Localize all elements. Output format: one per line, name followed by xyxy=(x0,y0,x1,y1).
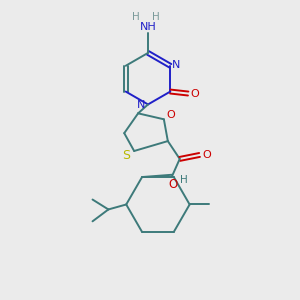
Text: O: O xyxy=(167,110,175,120)
Text: O: O xyxy=(202,150,211,160)
Text: H: H xyxy=(180,175,188,185)
Text: O: O xyxy=(168,178,177,191)
Text: N: N xyxy=(172,60,181,70)
Text: N: N xyxy=(137,100,145,110)
Text: S: S xyxy=(122,149,130,162)
Text: O: O xyxy=(191,88,200,98)
Text: H: H xyxy=(152,12,160,22)
Text: NH: NH xyxy=(140,22,156,32)
Text: H: H xyxy=(132,12,140,22)
